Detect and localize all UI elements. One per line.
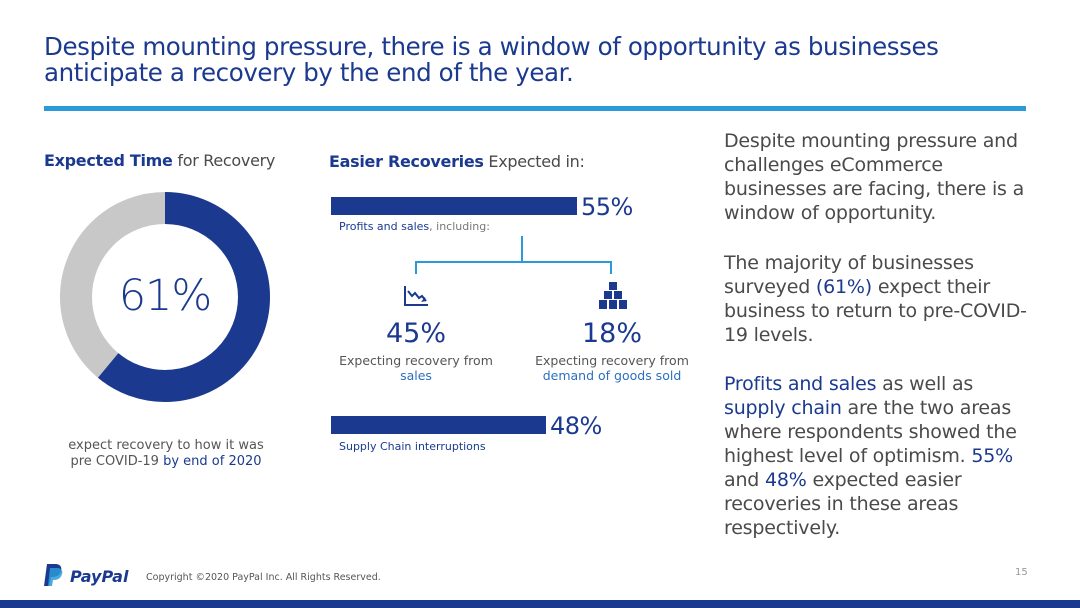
profits-sales-label-suffix: , including: <box>429 220 490 233</box>
title-line-2: anticipate a recovery by the end of the … <box>44 58 574 87</box>
page-number: 15 <box>1015 567 1028 578</box>
p3-highlight-supply: supply chain <box>724 397 842 419</box>
bottom-accent-bar <box>0 600 1080 608</box>
p3-text-c: and <box>724 469 765 491</box>
slide-title: Despite mounting pressure, there is a wi… <box>44 34 1034 86</box>
easier-recoveries-heading: Easier Recoveries Expected in: <box>329 152 585 171</box>
supply-chain-bar <box>331 416 546 434</box>
p2-highlight: (61%) <box>815 276 872 298</box>
easier-recoveries-heading-rest: Expected in: <box>483 152 585 171</box>
goods-demand-caption-line1: Expecting recovery from <box>535 353 689 368</box>
title-line-1: Despite mounting pressure, there is a wi… <box>44 32 939 61</box>
recovery-time-heading-bold: Expected Time <box>44 151 173 170</box>
right-paragraph-2: The majority of businesses surveyed (61%… <box>724 251 1034 347</box>
title-divider <box>44 106 1026 111</box>
goods-demand-caption-line2: demand of goods sold <box>542 368 682 383</box>
stacked-boxes-icon <box>599 282 627 309</box>
donut-filled-arc <box>60 192 270 402</box>
sales-recovery-caption: Expecting recovery from sales <box>331 353 501 383</box>
bracket-stem <box>521 236 523 262</box>
declining-chart-icon <box>404 286 428 306</box>
p3-highlight-55: 55% <box>971 445 1014 467</box>
logo-wordmark: PayPal <box>70 567 129 586</box>
goods-demand-percent: 18% <box>581 318 642 349</box>
p3-text-b: are the two areas where respondents show… <box>724 397 1017 467</box>
p2-text-a: The majority of businesses surveyed <box>724 252 974 298</box>
copyright-text: Copyright ©2020 PayPal Inc. All Rights R… <box>146 572 381 583</box>
donut-caption-line1: expect recovery to how it was <box>68 438 264 453</box>
bracket-left-leg <box>415 261 417 274</box>
recovery-time-heading-rest: for Recovery <box>172 151 276 170</box>
p2-text-b: expect their business to return to pre-C… <box>724 276 1027 346</box>
right-paragraph-1: Despite mounting pressure and challenges… <box>724 130 1025 224</box>
easier-recoveries-heading-bold: Easier Recoveries <box>329 152 484 171</box>
bracket-horizontal <box>415 261 612 263</box>
sales-recovery-caption-line2: sales <box>400 368 432 383</box>
profits-sales-value: 55% <box>581 193 633 221</box>
donut-caption-line2-pre: pre COVID-19 <box>70 454 164 469</box>
profits-sales-label: Profits and sales, including: <box>339 220 490 233</box>
recovery-time-heading: Expected Time for Recovery <box>44 151 275 170</box>
right-paragraph-3: Profits and sales as well as supply chai… <box>724 372 1034 540</box>
donut-caption: expect recovery to how it was pre COVID-… <box>60 438 272 470</box>
sales-recovery-percent: 45% <box>385 318 446 349</box>
donut-percent-label: 61% <box>118 271 213 321</box>
p3-highlight-48: 48% <box>765 469 807 491</box>
sales-recovery-caption-line1: Expecting recovery from <box>339 353 493 368</box>
p3-text-d: expected easier recoveries in these area… <box>724 469 962 539</box>
supply-chain-label: Supply Chain interruptions <box>339 440 486 453</box>
p3-text-a: as well as <box>876 373 974 395</box>
supply-chain-value: 48% <box>550 412 602 440</box>
bracket-right-leg <box>610 261 612 274</box>
recovery-donut-chart <box>60 192 270 402</box>
paypal-logo: PayPal <box>44 564 129 586</box>
goods-demand-caption: Expecting recovery from demand of goods … <box>527 353 697 383</box>
donut-caption-highlight: by end of 2020 <box>163 454 262 469</box>
profits-sales-label-main: Profits and sales <box>339 220 430 233</box>
p3-highlight-profits: Profits and sales <box>724 373 877 395</box>
profits-sales-bar <box>331 197 577 215</box>
